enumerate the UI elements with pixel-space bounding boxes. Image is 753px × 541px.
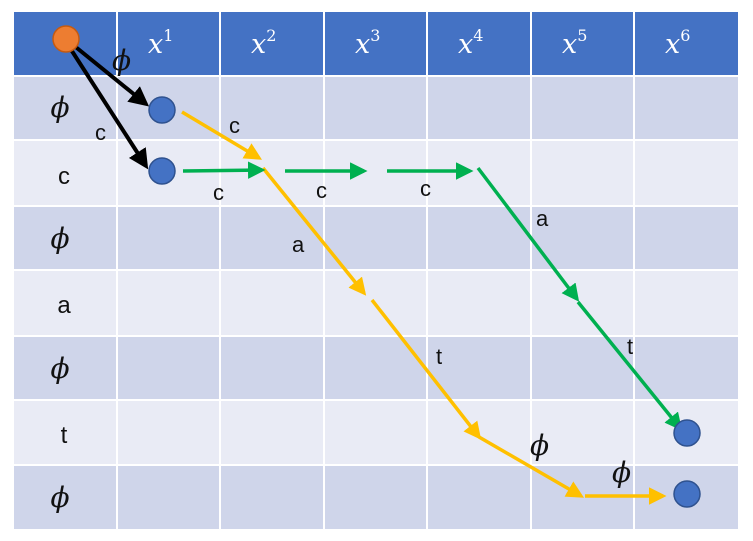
nodes xyxy=(52,25,701,508)
column-header-2: x2 xyxy=(251,26,276,60)
row-label-1: ϕ xyxy=(50,91,69,124)
row-band-5 xyxy=(14,336,738,400)
row-labels: ϕ c ϕ a ϕ t ϕ xyxy=(50,91,71,514)
edge-label-green-1: c xyxy=(213,180,224,205)
column-header-6: x6 xyxy=(665,26,690,60)
edge-label-green-3: c xyxy=(420,176,431,201)
green-path xyxy=(182,161,683,431)
column-header-5: x5 xyxy=(562,26,587,60)
node-c-x1 xyxy=(148,157,176,185)
green-edge-4 xyxy=(476,166,580,302)
edge-label-yellow-3: t xyxy=(436,344,442,369)
row-band-2 xyxy=(14,140,738,206)
column-header-1: x1 xyxy=(148,26,173,60)
edge-label-yellow-4: ϕ xyxy=(530,429,549,462)
yellow-edge-4 xyxy=(478,435,585,498)
row-label-5: ϕ xyxy=(50,352,69,385)
row-label-6: t xyxy=(61,422,68,449)
edge-label-start-c: c xyxy=(95,120,106,145)
row-label-7: ϕ xyxy=(50,481,69,514)
row-label-4: a xyxy=(57,292,71,319)
column-header-3: x3 xyxy=(355,26,380,60)
yellow-path xyxy=(181,110,667,505)
green-edge-1 xyxy=(182,161,266,179)
yellow-edge-2 xyxy=(261,166,367,296)
edge-label-yellow-2: a xyxy=(292,232,305,257)
edge-label-green-4: a xyxy=(536,206,549,231)
green-edge-5 xyxy=(576,300,683,431)
yellow-edge-3 xyxy=(370,298,482,440)
start-node xyxy=(52,25,80,53)
header-columns: x1 x2 x3 x4 x5 x6 xyxy=(148,26,690,60)
edge-label-yellow-5: ϕ xyxy=(612,456,631,489)
start-edges xyxy=(68,42,150,170)
row-label-2: c xyxy=(58,163,70,190)
row-band-3 xyxy=(14,206,738,270)
edge-label-green-5: t xyxy=(627,334,633,359)
node-t-x6 xyxy=(673,419,701,447)
table-grid xyxy=(14,12,738,529)
node-phi-x1 xyxy=(148,96,176,124)
row-band-6 xyxy=(14,400,738,465)
edge-start-to-phi xyxy=(70,42,150,107)
yellow-edge-1 xyxy=(181,110,263,160)
header-row xyxy=(14,12,738,76)
edge-label-start-phi: ϕ xyxy=(112,44,131,77)
edge-start-to-c xyxy=(68,46,149,170)
node-phi-x6 xyxy=(673,480,701,508)
edge-label-green-2: c xyxy=(316,178,327,203)
edge-labels: ϕ c c c c c a a t t ϕ ϕ xyxy=(95,44,633,489)
edge-label-yellow-1: c xyxy=(229,113,240,138)
column-header-4: x4 xyxy=(458,26,483,60)
row-label-3: ϕ xyxy=(50,222,69,255)
